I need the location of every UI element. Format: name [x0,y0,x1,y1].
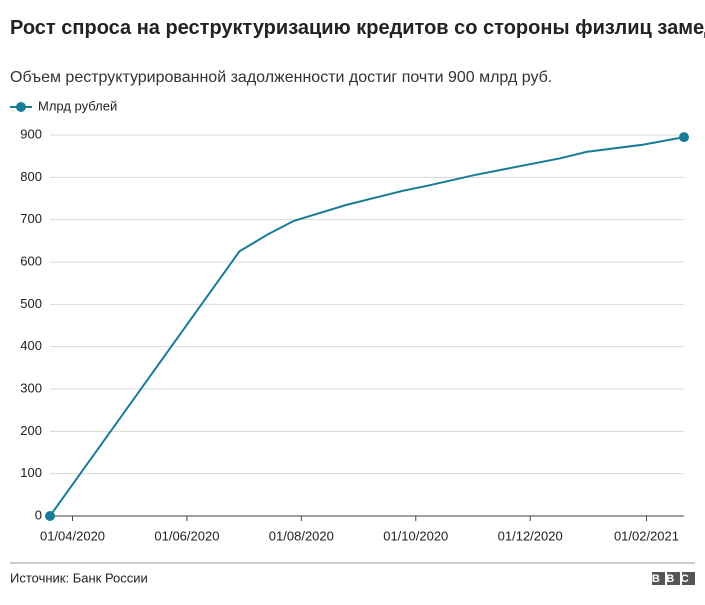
y-tick-label: 800 [20,169,42,184]
legend-marker [16,102,26,112]
y-tick-label: 300 [20,380,42,395]
y-tick-label: 200 [20,423,42,438]
end-point [679,132,689,143]
x-tick-label: 01/10/2020 [383,528,448,543]
x-tick-label: 01/04/2020 [40,528,105,543]
source: Источник: Банк России [10,570,148,585]
x-tick-label: 01/12/2020 [498,528,563,543]
chart-subtitle: Объем реструктурированной задолженности … [10,69,552,86]
logo-text: BBC [652,573,695,585]
y-tick-label: 0 [35,507,42,522]
line [49,136,685,517]
y-tick-label: 100 [20,465,42,480]
x-tick-label: 01/02/2021 [614,528,679,543]
logo: BBC [652,572,695,585]
y-tick-label: 600 [20,253,42,268]
chart-title: Рост спроса на реструктуризацию кредитов… [10,17,705,39]
x-tick-label: 01/08/2020 [269,528,334,543]
end-point [45,511,55,521]
y-tick-label: 500 [20,296,42,311]
y-tick-label: 400 [20,338,42,353]
x-tick-label: 01/06/2020 [154,528,219,543]
y-tick-label: 700 [20,211,42,226]
legend-label: Млрд рублей [38,98,117,113]
y-tick-label: 900 [20,126,42,141]
